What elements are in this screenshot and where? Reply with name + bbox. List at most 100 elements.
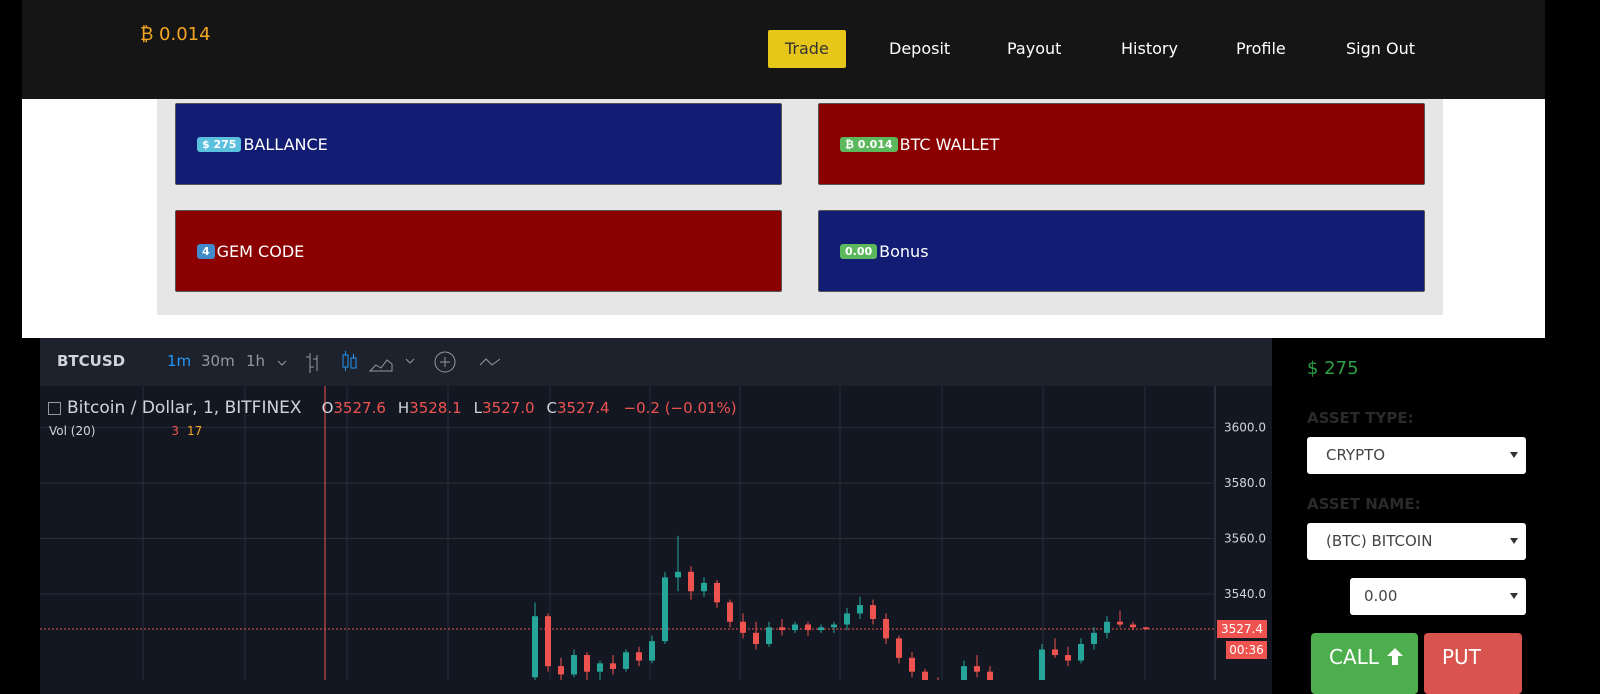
card[interactable]: ₿ 0.014 BTC WALLET (818, 103, 1425, 185)
candle-body (558, 666, 564, 675)
candle-body (649, 641, 655, 661)
nav-link[interactable]: Profile (1236, 39, 1286, 58)
candle-body (805, 624, 811, 631)
symbol[interactable]: BTCUSD (57, 352, 126, 370)
candle-body (675, 571, 681, 578)
ohlc-value: 3527.0 (482, 399, 535, 417)
field-label: ASSET TYPE: (1307, 409, 1414, 427)
candle-body (766, 627, 772, 644)
ohlc-value: 3527.4 (557, 399, 610, 417)
candle-body (610, 663, 616, 669)
toolbar-icons (277, 351, 501, 373)
candle-body (1039, 649, 1045, 680)
candle-body (1052, 649, 1058, 656)
button-label: PUT (1442, 645, 1481, 669)
candle-body (844, 613, 850, 625)
ohlc: O 3527.6 H 3528.1 L 3527.0 C 3527.4 (322, 399, 610, 417)
candle-body (1091, 632, 1097, 644)
candle-body (961, 666, 967, 680)
card[interactable]: 0.00 Bonus (818, 210, 1425, 292)
candle-body (727, 602, 733, 622)
ohlc-key: O (321, 399, 334, 417)
y-tick-label: 3540.0 (1224, 587, 1266, 601)
candle-body (896, 638, 902, 658)
spacer (103, 424, 163, 438)
badge: 0.00 (840, 243, 878, 259)
sidebar-amount: $ 275 (1307, 358, 1359, 379)
candle-body (831, 624, 837, 628)
field-label: ASSET NAME: (1307, 495, 1421, 513)
nav-link[interactable]: History (1121, 39, 1178, 58)
button-label: CALL (1329, 645, 1379, 669)
candle-body (870, 605, 876, 619)
candle-body (857, 605, 863, 614)
nav-link[interactable]: Trade (768, 30, 846, 68)
candle-body (987, 671, 993, 680)
ohlc-key: C (546, 399, 558, 417)
interval[interactable]: 1h (246, 352, 266, 370)
card[interactable]: $ 275 BALLANCE (175, 103, 782, 185)
ohlc-key: L (473, 399, 483, 417)
interval[interactable]: 30m (201, 352, 235, 370)
last-price: 3527.4 (1217, 620, 1267, 638)
candle-body (584, 655, 590, 672)
candle-body (532, 616, 538, 678)
countdown: 00:36 (1226, 641, 1267, 659)
asset-name-select[interactable]: (BTC) BITCOIN (1307, 523, 1526, 560)
candle-body (1143, 627, 1149, 629)
y-tick-label: 3600.0 (1224, 421, 1266, 435)
candle-body (883, 618, 889, 639)
chart-legend: Bitcoin / Dollar, 1, BITFINEX O 3527.6 H 35… (48, 398, 737, 418)
card-label: Bonus (879, 241, 929, 261)
chart-toolbar (40, 338, 1272, 386)
price-chart: 3600.0 3580.0 3560.0 3540.0 (40, 386, 1266, 680)
candle-body (909, 657, 915, 672)
chart-title: Bitcoin / Dollar, 1, BITFINEX (67, 398, 302, 418)
candle-body (818, 627, 824, 631)
collapse-icon[interactable] (48, 401, 61, 415)
badge: 4 (197, 243, 215, 259)
change: −0.2 (−0.01%) (623, 399, 737, 417)
candle-body (571, 655, 577, 675)
candle-body (779, 627, 785, 631)
volume-value: 3 (171, 424, 180, 438)
ohlc-value: 3527.6 (333, 399, 386, 417)
badge: $ 275 (197, 136, 242, 152)
card[interactable]: 4 GEM CODE (175, 210, 782, 292)
candle-body (623, 652, 629, 669)
nav-link[interactable]: Payout (1007, 39, 1062, 58)
candle-body (1078, 643, 1084, 661)
candle-body (545, 616, 551, 667)
candle-body (1130, 624, 1136, 628)
asset-type-select[interactable]: CRYPTO (1307, 437, 1526, 474)
grid (142, 386, 1146, 680)
candle-body (714, 582, 720, 603)
volume-value: 17 (187, 424, 203, 438)
card-label: GEM CODE (216, 241, 305, 261)
y-tick-label: 3580.0 (1224, 476, 1266, 490)
badge: ₿ 0.014 (840, 136, 898, 152)
candle-body (974, 666, 980, 672)
arrow-up-icon (1386, 648, 1403, 665)
candle-body (597, 663, 603, 672)
volume-label: Vol (20) (49, 424, 96, 438)
nav-balance: ₿ 0.014 (140, 24, 211, 45)
y-tick-label: 3560.0 (1224, 532, 1266, 546)
candle-body (636, 652, 642, 661)
candle-body (701, 582, 707, 592)
volume-legend: Vol (20) 3 17 (49, 424, 202, 438)
candle-body (1117, 621, 1123, 625)
nav-link[interactable]: Sign Out (1346, 39, 1415, 58)
candle-body (1104, 621, 1110, 633)
interval[interactable]: 1m (167, 352, 192, 370)
put-button[interactable]: PUT (1424, 633, 1522, 694)
nav-link[interactable]: Deposit (889, 39, 951, 58)
candle-body (1065, 655, 1071, 661)
ohlc-value: 3528.1 (409, 399, 462, 417)
card-label: BALLANCE (243, 134, 328, 154)
amount-input[interactable]: 0.00 (1350, 578, 1526, 615)
call-button[interactable]: CALL (1311, 633, 1418, 694)
candle-body (753, 632, 759, 644)
candle-body (740, 621, 746, 633)
